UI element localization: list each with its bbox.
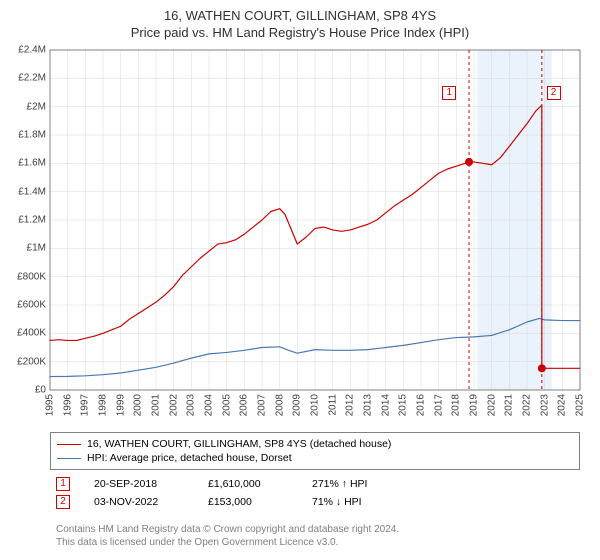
legend-swatch bbox=[57, 444, 81, 445]
footer-line: This data is licensed under the Open Gov… bbox=[56, 537, 574, 550]
x-tick-label: 2018 bbox=[451, 394, 462, 416]
plot-area: £0£200K£400K£600K£800K£1M£1.2M£1.4M£1.6M… bbox=[50, 50, 580, 390]
x-tick-label: 2012 bbox=[345, 394, 356, 416]
x-tick-label: 2013 bbox=[363, 394, 374, 416]
x-tick-label: 2022 bbox=[522, 394, 533, 416]
x-tick-label: 2023 bbox=[539, 394, 550, 416]
callout-marker: 1 bbox=[442, 86, 456, 100]
y-tick-label: £2.4M bbox=[18, 45, 46, 56]
x-tick-label: 2024 bbox=[557, 394, 568, 416]
x-tick-label: 2005 bbox=[221, 394, 232, 416]
events-table: 1 20-SEP-2018 £1,610,000 271% ↑ HPI 2 03… bbox=[50, 475, 580, 511]
footer-line: Contains HM Land Registry data © Crown c… bbox=[56, 524, 574, 537]
x-tick-label: 2000 bbox=[133, 394, 144, 416]
y-tick-label: £1.2M bbox=[18, 215, 46, 226]
legend-item: 16, WATHEN COURT, GILLINGHAM, SP8 4YS (d… bbox=[57, 437, 573, 451]
y-tick-label: £1.8M bbox=[18, 130, 46, 141]
x-tick-label: 2015 bbox=[398, 394, 409, 416]
y-tick-label: £1.4M bbox=[18, 186, 46, 197]
x-tick-label: 2001 bbox=[151, 394, 162, 416]
event-row: 1 20-SEP-2018 £1,610,000 271% ↑ HPI bbox=[50, 475, 580, 493]
y-tick-label: £600K bbox=[17, 300, 46, 311]
y-tick-label: £2.2M bbox=[18, 73, 46, 84]
y-tick-label: £200K bbox=[17, 356, 46, 367]
legend-item: HPI: Average price, detached house, Dors… bbox=[57, 451, 573, 465]
title-area: 16, WATHEN COURT, GILLINGHAM, SP8 4YS Pr… bbox=[0, 0, 600, 40]
callout-marker: 2 bbox=[547, 86, 561, 100]
x-tick-label: 1996 bbox=[62, 394, 73, 416]
x-tick-label: 1995 bbox=[45, 394, 56, 416]
chart-subtitle: Price paid vs. HM Land Registry's House … bbox=[0, 25, 600, 40]
x-tick-label: 2003 bbox=[186, 394, 197, 416]
legend: 16, WATHEN COURT, GILLINGHAM, SP8 4YS (d… bbox=[50, 432, 580, 470]
x-tick-label: 2021 bbox=[504, 394, 515, 416]
chart-svg bbox=[50, 50, 580, 390]
chart-title: 16, WATHEN COURT, GILLINGHAM, SP8 4YS bbox=[0, 8, 600, 23]
x-tick-label: 2017 bbox=[433, 394, 444, 416]
event-price: £153,000 bbox=[208, 496, 288, 508]
event-row: 2 03-NOV-2022 £153,000 71% ↓ HPI bbox=[50, 493, 580, 511]
x-tick-label: 1998 bbox=[98, 394, 109, 416]
x-tick-label: 2008 bbox=[274, 394, 285, 416]
event-date: 03-NOV-2022 bbox=[94, 496, 184, 508]
y-tick-label: £1M bbox=[27, 243, 46, 254]
x-tick-label: 2004 bbox=[204, 394, 215, 416]
x-tick-label: 2007 bbox=[257, 394, 268, 416]
x-tick-label: 2010 bbox=[310, 394, 321, 416]
x-tick-label: 1999 bbox=[115, 394, 126, 416]
y-tick-label: £400K bbox=[17, 328, 46, 339]
legend-label: 16, WATHEN COURT, GILLINGHAM, SP8 4YS (d… bbox=[87, 438, 391, 450]
y-tick-label: £2M bbox=[27, 101, 46, 112]
x-tick-label: 1997 bbox=[80, 394, 91, 416]
legend-label: HPI: Average price, detached house, Dors… bbox=[87, 452, 292, 464]
x-tick-label: 2014 bbox=[380, 394, 391, 416]
event-marker: 1 bbox=[56, 477, 70, 491]
event-date: 20-SEP-2018 bbox=[94, 478, 184, 490]
event-marker: 2 bbox=[56, 495, 70, 509]
x-tick-label: 2006 bbox=[239, 394, 250, 416]
y-tick-label: £1.6M bbox=[18, 158, 46, 169]
footer-note: Contains HM Land Registry data © Crown c… bbox=[50, 522, 580, 551]
x-tick-label: 2002 bbox=[168, 394, 179, 416]
y-tick-label: £800K bbox=[17, 271, 46, 282]
x-tick-label: 2019 bbox=[469, 394, 480, 416]
chart-container: 16, WATHEN COURT, GILLINGHAM, SP8 4YS Pr… bbox=[0, 0, 600, 560]
x-tick-label: 2011 bbox=[327, 394, 338, 416]
legend-swatch bbox=[57, 458, 81, 459]
event-pct: 271% ↑ HPI bbox=[312, 478, 367, 490]
x-tick-label: 2009 bbox=[292, 394, 303, 416]
event-price: £1,610,000 bbox=[208, 478, 288, 490]
x-tick-label: 2020 bbox=[486, 394, 497, 416]
event-pct: 71% ↓ HPI bbox=[312, 496, 362, 508]
x-tick-label: 2016 bbox=[416, 394, 427, 416]
x-tick-label: 2025 bbox=[575, 394, 586, 416]
